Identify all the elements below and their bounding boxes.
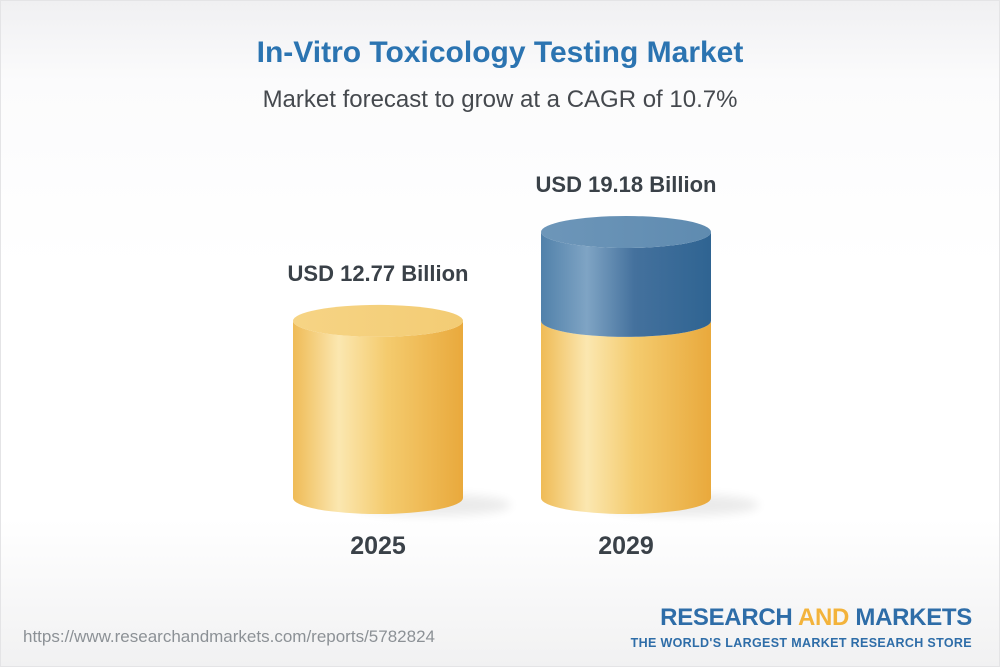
logo-tagline: THE WORLD'S LARGEST MARKET RESEARCH STOR… <box>630 636 972 650</box>
logo-word-markets: MARKETS <box>855 604 972 631</box>
cylinder-2025-yellow-segment <box>293 320 463 514</box>
cylinder-2029-yellow-segment <box>541 320 711 514</box>
cylinder-2029-blue-segment <box>541 232 711 337</box>
cylinder-2025-top <box>293 304 463 337</box>
logo-word-and: AND <box>797 604 850 631</box>
logo-word-research: RESEARCH <box>660 604 793 631</box>
category-label-2025: 2025 <box>350 532 406 560</box>
category-label-2029: 2029 <box>598 532 654 560</box>
chart-subtitle: Market forecast to grow at a CAGR of 10.… <box>262 86 738 113</box>
logo-wordmark: RESEARCH AND MARKETS <box>631 605 972 631</box>
cylinder-2029-top <box>541 216 711 248</box>
value-label-2029: USD 19.18 Billion <box>535 172 717 197</box>
value-label-2025: USD 12.77 Billion <box>287 260 469 286</box>
chart-title: In-Vitro Toxicology Testing Market <box>256 36 744 69</box>
research-and-markets-logo: RESEARCH AND MARKETS THE WORLD'S LARGEST… <box>630 605 973 650</box>
report-url: https://www.researchandmarkets.com/repor… <box>23 627 435 646</box>
chart-header: In-Vitro Toxicology Testing Market Marke… <box>1 35 999 115</box>
